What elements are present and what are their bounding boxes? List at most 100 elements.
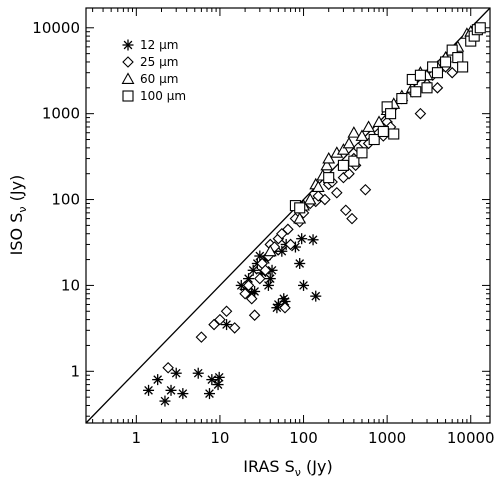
data-point-asterisk bbox=[159, 395, 171, 407]
data-point-square bbox=[388, 128, 400, 140]
data-point-square bbox=[348, 155, 360, 167]
data-point-triangle bbox=[322, 151, 336, 164]
data-point-diamond bbox=[343, 167, 355, 180]
data-point-triangle bbox=[311, 180, 325, 192]
data-point-diamond bbox=[162, 361, 174, 374]
data-point-asterisk bbox=[212, 379, 224, 391]
data-point-triangle bbox=[342, 136, 356, 149]
data-point-asterisk bbox=[206, 374, 218, 386]
data-point-diamond bbox=[254, 272, 266, 285]
data-point-diamond bbox=[242, 279, 255, 292]
data-point-square bbox=[452, 52, 464, 64]
data-points bbox=[143, 22, 486, 407]
x-tick-label: 10000 bbox=[447, 429, 495, 447]
data-point-diamond bbox=[245, 292, 258, 305]
data-point-diamond bbox=[239, 287, 251, 300]
data-point-diamond bbox=[431, 82, 444, 94]
data-point-asterisk bbox=[264, 273, 276, 285]
data-point-asterisk bbox=[310, 290, 322, 302]
data-point-diamond bbox=[446, 66, 458, 79]
data-point-square bbox=[431, 67, 444, 79]
data-point-diamond bbox=[284, 238, 297, 251]
tick-labels: 1 10 100 1000 10000 1 10 100 1000 10000 bbox=[32, 19, 494, 447]
data-point-asterisk bbox=[221, 319, 233, 331]
data-point-asterisk bbox=[143, 384, 155, 396]
data-point-triangle bbox=[293, 211, 307, 224]
x-axis-title: IRAS Sν (Jy) bbox=[243, 457, 332, 479]
data-point-square bbox=[294, 202, 306, 214]
legend-item-12um: 12 μm bbox=[122, 38, 178, 52]
data-point-diamond bbox=[346, 212, 358, 225]
data-point-square bbox=[421, 82, 433, 94]
asterisk-marker bbox=[122, 39, 134, 51]
data-point-square bbox=[457, 61, 469, 73]
data-point-asterisk bbox=[298, 279, 310, 291]
data-point-triangle bbox=[355, 129, 369, 141]
data-point-asterisk bbox=[213, 371, 225, 383]
data-point-asterisk bbox=[294, 257, 306, 269]
y-tick-label: 10 bbox=[61, 276, 80, 294]
data-point-asterisk bbox=[247, 264, 259, 276]
data-point-diamond bbox=[339, 204, 352, 217]
data-point-diamond bbox=[195, 331, 208, 343]
data-point-triangle bbox=[362, 120, 376, 132]
asterisk-marker-shape bbox=[122, 39, 134, 51]
legend-label: 25 μm bbox=[140, 55, 178, 69]
data-point-square bbox=[356, 147, 368, 159]
legend-item-60um: 60 μm bbox=[121, 72, 178, 86]
data-point-diamond bbox=[282, 223, 294, 236]
data-point-square bbox=[385, 108, 397, 120]
data-point-asterisk bbox=[307, 234, 319, 246]
legend: 12 μm 25 μm 60 μm 100 μm bbox=[121, 38, 186, 103]
data-point-asterisk bbox=[262, 279, 274, 291]
y-axis-label: ISO Sν (Jy) bbox=[7, 175, 29, 256]
data-point-asterisk bbox=[170, 367, 182, 379]
data-point-asterisk bbox=[296, 233, 308, 245]
y-tick-label: 1 bbox=[70, 362, 80, 380]
data-point-diamond bbox=[331, 186, 343, 199]
data-point-square bbox=[377, 125, 389, 138]
data-point-asterisk bbox=[192, 367, 204, 379]
legend-label: 60 μm bbox=[140, 72, 178, 86]
data-point-asterisk bbox=[165, 384, 177, 396]
data-point-diamond bbox=[319, 193, 331, 206]
x-tick-label: 10 bbox=[210, 429, 229, 447]
triangle-marker-shape bbox=[121, 72, 135, 84]
data-point-square bbox=[440, 56, 452, 68]
data-point-diamond bbox=[208, 318, 220, 331]
x-tick-label: 100 bbox=[289, 429, 318, 447]
data-point-triangle bbox=[320, 158, 334, 171]
data-point-diamond bbox=[259, 264, 272, 277]
data-point-square bbox=[396, 92, 408, 105]
data-point-square bbox=[323, 172, 335, 184]
triangle-marker bbox=[121, 72, 135, 84]
data-point-square bbox=[414, 69, 426, 81]
diamond-marker-shape bbox=[122, 56, 134, 68]
data-point-diamond bbox=[248, 309, 261, 321]
data-point-triangle bbox=[336, 143, 350, 155]
diamond-marker bbox=[122, 56, 134, 68]
data-point-asterisk bbox=[177, 388, 189, 400]
data-point-square bbox=[410, 86, 422, 98]
y-axis-title: ISO Sν (Jy) bbox=[7, 175, 29, 256]
data-point-diamond bbox=[214, 313, 226, 326]
data-point-square bbox=[337, 159, 349, 171]
data-point-diamond bbox=[228, 322, 241, 334]
legend-label: 12 μm bbox=[140, 38, 178, 52]
data-point-asterisk bbox=[276, 245, 288, 257]
axis-ticks bbox=[86, 8, 490, 423]
legend-item-100um: 100 μm bbox=[122, 89, 186, 103]
y-tick-label: 1000 bbox=[42, 105, 80, 123]
data-point-diamond bbox=[359, 183, 372, 196]
square-marker-shape bbox=[122, 90, 134, 102]
data-point-triangle bbox=[263, 244, 277, 257]
data-point-diamond bbox=[220, 305, 233, 318]
x-tick-label: 1000 bbox=[368, 429, 406, 447]
data-point-square bbox=[446, 44, 458, 56]
data-point-diamond bbox=[279, 301, 291, 314]
y-tick-label: 100 bbox=[51, 191, 80, 209]
y-tick-label: 10000 bbox=[32, 19, 80, 37]
data-point-square bbox=[474, 22, 486, 34]
data-point-triangle bbox=[303, 192, 317, 205]
